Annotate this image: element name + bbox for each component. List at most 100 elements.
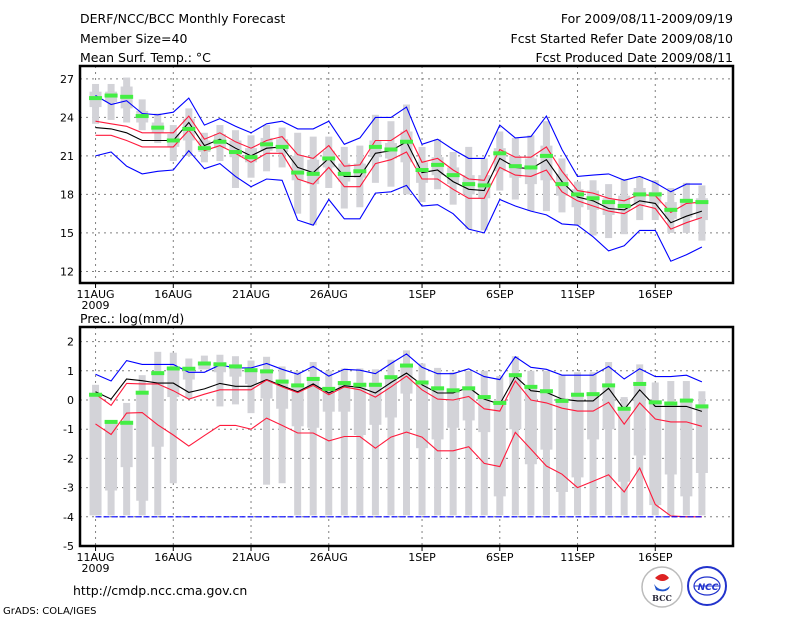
observed-marker — [462, 386, 476, 391]
quartile-box — [555, 398, 568, 492]
observed-marker — [633, 192, 647, 197]
observed-marker — [120, 420, 134, 425]
quartile-box — [291, 383, 304, 427]
observed-marker — [446, 173, 460, 178]
observed-marker — [368, 144, 382, 149]
series-blue-lower — [95, 149, 703, 262]
y-tick-label: -3 — [63, 482, 74, 495]
observed-marker — [571, 392, 585, 397]
range-bar — [169, 352, 177, 484]
observed-marker — [524, 165, 538, 170]
quartile-box — [462, 386, 475, 421]
observed-marker — [353, 169, 367, 174]
observed-marker — [648, 192, 662, 197]
observed-marker — [462, 182, 476, 187]
quartile-box — [618, 195, 631, 212]
observed-marker — [431, 386, 445, 391]
observed-marker — [508, 164, 522, 169]
x-tick-label: 1SEP — [408, 288, 436, 301]
range-bar — [356, 368, 364, 516]
observed-marker — [555, 398, 569, 403]
range-bar — [605, 362, 613, 516]
y-tick-label: 18 — [60, 188, 74, 201]
observed-marker — [135, 114, 149, 119]
observed-marker — [384, 147, 398, 152]
y-tick-label: 27 — [60, 73, 74, 86]
observed-marker — [400, 139, 413, 144]
observed-marker — [89, 392, 103, 397]
x-tick-label: 26AUG — [310, 288, 348, 301]
observed-marker — [446, 388, 460, 393]
observed-marker — [275, 379, 289, 384]
quartile-box — [400, 131, 413, 163]
observed-marker — [384, 375, 398, 380]
quartile-box — [664, 402, 677, 475]
quartile-box — [649, 401, 662, 506]
observed-marker — [182, 126, 196, 131]
ncc-logo: NCC — [687, 566, 727, 606]
quartile-box — [151, 373, 164, 447]
quartile-box — [245, 369, 258, 384]
quartile-box — [478, 395, 491, 433]
observed-marker — [617, 406, 631, 411]
observed-marker — [695, 404, 709, 409]
x-tick-label: 21AUG — [232, 551, 270, 564]
series-blue-upper — [95, 95, 702, 193]
observed-marker — [493, 151, 507, 156]
y-tick-label: 24 — [60, 111, 74, 124]
y-tick-label: 1 — [67, 365, 74, 378]
x-tick-label: 26AUG — [310, 551, 348, 564]
range-bar — [480, 370, 488, 516]
observed-marker — [633, 381, 647, 386]
quartile-box — [89, 395, 102, 516]
quartile-box — [136, 392, 149, 501]
x-tick-label: 21AUG — [232, 288, 270, 301]
quartile-box — [540, 389, 553, 450]
observed-marker — [197, 146, 211, 151]
quartile-box — [307, 376, 320, 428]
observed-marker — [291, 170, 305, 175]
precipitation-panel: -5 -4 -3 -2 -1 0 1 2 11AUG 16AUG 21AUG 26AUG 1SEP 6SE… — [63, 325, 735, 575]
observed-marker — [493, 400, 507, 405]
range-bar — [589, 372, 597, 516]
observed-marker — [679, 198, 693, 203]
observed-marker — [586, 392, 600, 397]
observed-marker — [679, 398, 693, 403]
observed-marker — [415, 168, 429, 173]
observed-marker — [306, 171, 320, 176]
y-tick-label: -1 — [63, 423, 74, 436]
x-tick-label: 6SEP — [486, 288, 514, 301]
quartile-box — [431, 386, 444, 440]
y-tick-label: 21 — [60, 150, 74, 163]
observed-marker — [151, 371, 165, 376]
range-bar — [231, 356, 239, 405]
y-tick-label: 15 — [60, 227, 74, 240]
temperature-panel: 12 15 18 21 24 27 11AUG 16AUG 21AUG 26AUG 1SEP 6SEP… — [60, 64, 735, 312]
observed-marker — [120, 94, 134, 99]
quartile-box — [680, 400, 693, 497]
observed-marker — [166, 138, 180, 143]
quartile-box — [213, 362, 226, 373]
observed-marker — [539, 389, 553, 394]
observed-marker — [431, 162, 445, 167]
series-ensemble-mean — [95, 372, 703, 412]
member-size: Member Size=40 — [80, 31, 187, 46]
quartile-box — [384, 375, 397, 418]
range-bar — [309, 362, 317, 516]
range-bar — [294, 371, 302, 516]
forecast-period: For 2009/08/11-2009/09/19 — [561, 11, 733, 26]
x-tick-label: 11SEP — [560, 288, 595, 301]
quartile-box — [447, 388, 460, 428]
source-url[interactable]: http://cmdp.ncc.cma.gov.cn — [73, 583, 247, 598]
quartile-box — [400, 363, 413, 394]
observed-marker — [664, 207, 678, 212]
quartile-box — [493, 400, 506, 497]
observed-marker — [151, 125, 165, 130]
observed-marker — [291, 383, 305, 388]
observed-marker — [648, 400, 662, 405]
x-tick-label: 16AUG — [154, 288, 192, 301]
range-bar — [434, 367, 442, 516]
observed-marker — [555, 182, 569, 187]
observed-marker — [104, 419, 118, 424]
